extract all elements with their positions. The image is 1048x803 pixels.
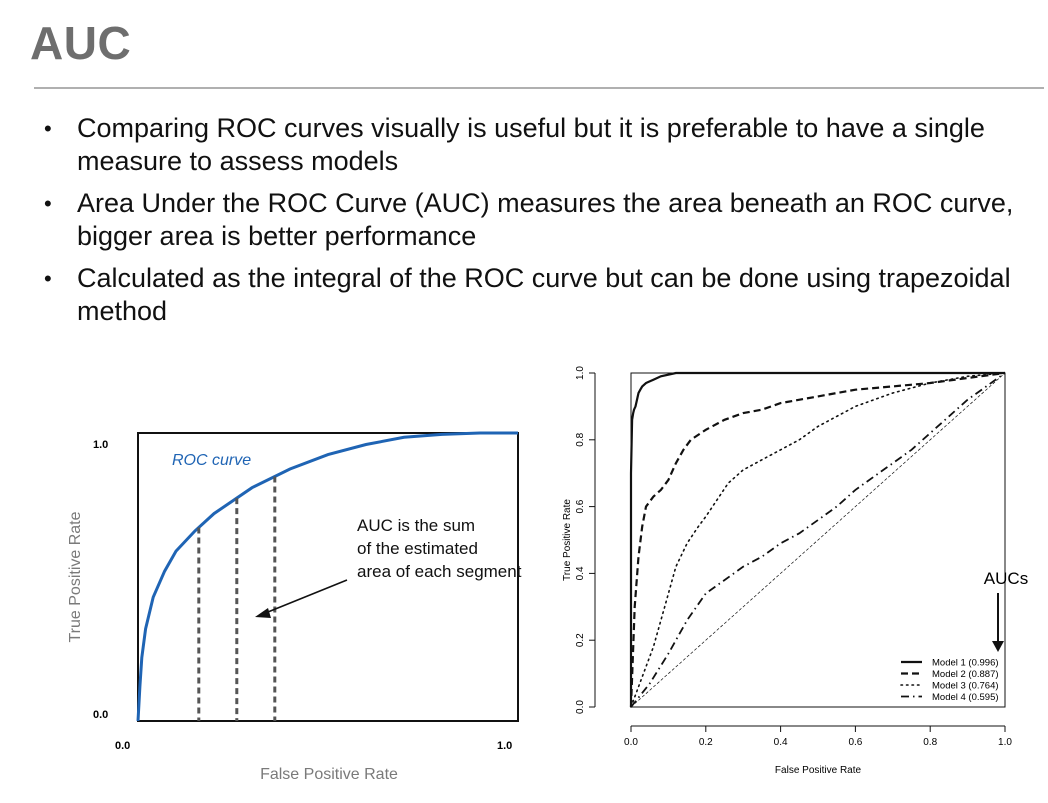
chance-diagonal-line: [630, 372, 1006, 708]
x-tick-label: 0.2: [699, 737, 713, 748]
y-axis-label: True Positive Rate: [67, 511, 84, 642]
annotation-line: of the estimated: [357, 539, 478, 558]
roc-curve-line: [136, 431, 518, 722]
bullet-item: • Comparing ROC curves visually is useful…: [40, 112, 1040, 178]
bullet-dot: •: [44, 116, 52, 141]
bullet-dot: •: [44, 191, 52, 216]
y-tick-label: 0.0: [575, 700, 586, 714]
annotation-arrow: [262, 579, 348, 615]
series-lines: [629, 371, 1006, 708]
legend: Model 1 (0.996)Model 2 (0.887)Model 3 (0…: [900, 658, 999, 703]
bullet-list: • Comparing ROC curves visually is useful…: [40, 112, 1040, 337]
series-label: ROC curve: [172, 452, 251, 469]
x-tick-label: 0.8: [923, 737, 937, 748]
x-tick-label: 0.0: [115, 740, 130, 752]
y-tick-label: 0.4: [575, 566, 586, 580]
legend-label: Model 3 (0.764): [932, 681, 999, 692]
segment-lines: [197, 476, 277, 721]
slide-title: AUC: [30, 17, 132, 69]
bullet-text: Comparing ROC curves visually is useful …: [77, 113, 985, 176]
plot-frame: [137, 432, 519, 722]
annotation-text: AUC is the sum of the estimated area of …: [357, 516, 522, 581]
model-1-roc-line: [629, 371, 1005, 707]
model-3-roc-line: [630, 372, 1006, 708]
annotation-text: AUCs: [984, 569, 1028, 588]
bullet-text: Calculated as the integral of the ROC cu…: [77, 263, 1011, 326]
annotation-arrowhead: [255, 608, 271, 618]
y-tick-label: 1.0: [93, 439, 108, 451]
schematic-roc-chart: ROC curve 1.0 0.0 0.0 1.0 False Positive…: [67, 431, 522, 783]
x-tick-label: 1.0: [497, 740, 512, 752]
annotation-line: AUC is the sum: [357, 516, 475, 535]
x-tick-label: 1.0: [998, 737, 1012, 748]
y-tick-label: 1.0: [575, 366, 586, 380]
y-tick-label: 0.0: [93, 709, 108, 721]
x-tick-label: 0.4: [774, 737, 788, 748]
model-roc-chart: 0.0 0.2 0.4 0.6 0.8 1.0 0.0 0.2 0.4 0.6 0.8 1.0 Fa…: [562, 366, 1028, 776]
legend-label: Model 2 (0.887): [932, 669, 999, 680]
y-ticks: 0.0 0.2 0.4 0.6 0.8 1.0: [575, 366, 595, 714]
y-tick-label: 0.2: [575, 633, 586, 647]
x-axis-label: False Positive Rate: [775, 765, 862, 776]
x-tick-label: 0.6: [848, 737, 862, 748]
x-axis-label: False Positive Rate: [260, 766, 398, 783]
legend-label: Model 4 (0.595): [932, 692, 999, 703]
bullet-text: Area Under the ROC Curve (AUC) measures …: [77, 188, 1014, 251]
y-tick-label: 0.6: [575, 499, 586, 513]
annotation-line: area of each segment: [357, 562, 522, 581]
legend-label: Model 1 (0.996): [932, 658, 999, 669]
y-tick-label: 0.8: [575, 432, 586, 446]
x-ticks: 0.0 0.2 0.4 0.6 0.8 1.0: [624, 726, 1012, 748]
bullet-item: • Calculated as the integral of the ROC c…: [40, 262, 1017, 328]
annotation-arrowhead: [992, 641, 1004, 652]
title-divider: [34, 87, 1044, 89]
y-axis-label: True Positive Rate: [562, 499, 573, 581]
bullet-dot: •: [44, 266, 52, 291]
bullet-item: • Area Under the ROC Curve (AUC) measures…: [40, 187, 1040, 253]
model-2-roc-line: [629, 371, 1006, 708]
x-tick-label: 0.0: [624, 737, 638, 748]
